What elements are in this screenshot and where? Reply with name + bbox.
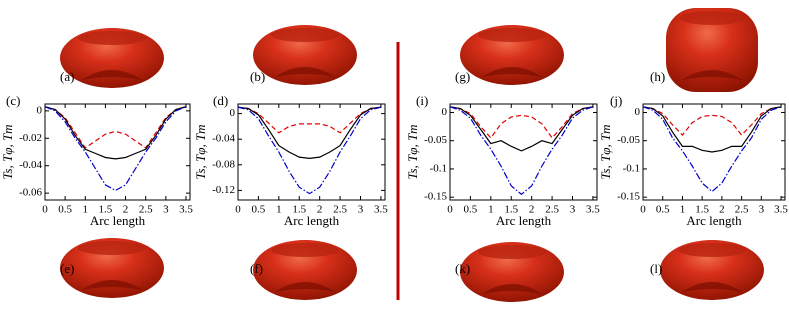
y-tick-label: -0.04 (212, 133, 235, 145)
y-tick-label: -0.02 (19, 132, 42, 144)
x-tick-label: 2 (529, 204, 535, 216)
y-tick-label: -0.05 (617, 134, 640, 146)
x-tick-label: 3.5 (374, 204, 388, 216)
y-axis-label: Ts, Tφ, Tm (405, 124, 420, 179)
y-axis-label: Ts, Tφ, Tm (0, 124, 15, 179)
panel-label: (h) (650, 69, 665, 84)
x-tick-label: 3 (358, 204, 364, 216)
panel-label: (e) (60, 261, 74, 276)
series-line (449, 106, 594, 196)
x-tick-label: 0.5 (58, 204, 72, 216)
shape (666, 8, 758, 92)
panel-label: (f) (250, 261, 263, 276)
y-tick-label: -0.1 (623, 162, 640, 174)
series-line (642, 106, 782, 193)
x-tick-label: 0 (235, 204, 241, 216)
panel-label: (j) (610, 93, 622, 108)
x-tick-label: 3 (570, 204, 576, 216)
shape (660, 240, 764, 300)
y-tick-label: -0.15 (617, 191, 640, 203)
plot-frame (642, 103, 786, 201)
x-axis-label: Arc length (686, 213, 742, 228)
x-tick-label: 0.5 (252, 204, 266, 216)
y-tick-label: -0.04 (19, 159, 42, 171)
series-line (44, 106, 187, 192)
plot-frame (449, 103, 598, 201)
x-tick-label: 2 (317, 204, 323, 216)
x-tick-label: 0.5 (656, 204, 670, 216)
shape (460, 242, 564, 302)
x-tick-label: 2.5 (139, 204, 153, 216)
x-tick-label: 3.5 (179, 204, 193, 216)
series-line (237, 106, 381, 160)
x-tick-label: 0 (447, 204, 453, 216)
shape (253, 240, 357, 300)
y-axis-label: Ts, Tφ, Tm (193, 124, 208, 179)
panel-label: (l) (650, 261, 662, 276)
series-line (642, 106, 782, 153)
panel-label: (g) (455, 69, 470, 84)
y-tick-label: -0.06 (19, 187, 42, 199)
y-tick-label: 0 (635, 106, 641, 118)
panel-label: (d) (213, 93, 228, 108)
x-tick-label: 1.5 (99, 204, 113, 216)
panel-label: (a) (60, 69, 74, 84)
x-tick-label: 1 (488, 204, 494, 216)
plot-frame (44, 103, 191, 201)
series-line (642, 106, 782, 136)
x-tick-label: 1 (680, 204, 686, 216)
panel-label: (i) (416, 93, 428, 108)
x-axis-label: Arc length (284, 213, 340, 228)
y-tick-label: 0 (442, 106, 448, 118)
panel-label: (b) (250, 69, 265, 84)
series-line (44, 106, 187, 149)
shape (60, 238, 164, 298)
x-tick-label: 3.5 (774, 204, 788, 216)
y-tick-label: 0 (230, 107, 236, 119)
x-tick-label: 1.5 (695, 204, 709, 216)
series-line (237, 106, 382, 195)
x-tick-label: 2.5 (333, 204, 347, 216)
x-tick-label: 3.5 (586, 204, 600, 216)
series-line (449, 106, 594, 152)
x-tick-label: 3 (759, 204, 765, 216)
x-tick-label: 2.5 (735, 204, 749, 216)
shape (253, 25, 357, 85)
panel-label: (k) (455, 261, 470, 276)
x-tick-label: 2.5 (545, 204, 559, 216)
series-line (44, 106, 187, 160)
y-tick-label: -0.05 (424, 134, 447, 146)
shape (60, 28, 164, 88)
y-tick-label: -0.12 (212, 184, 235, 196)
x-axis-label: Arc length (496, 213, 552, 228)
series-line (237, 106, 381, 134)
x-tick-label: 0 (42, 204, 48, 216)
x-tick-label: 2 (719, 204, 725, 216)
series-line (449, 106, 594, 139)
x-tick-label: 1 (276, 204, 282, 216)
x-tick-label: 0.5 (464, 204, 478, 216)
x-tick-label: 1.5 (504, 204, 518, 216)
x-axis-label: Arc length (90, 213, 146, 228)
plot-frame (237, 103, 386, 201)
y-axis-label: Ts, Tφ, Tm (598, 124, 613, 179)
panel-label: (c) (6, 93, 20, 108)
x-tick-label: 3 (163, 204, 169, 216)
x-tick-label: 2 (123, 204, 129, 216)
shape (460, 25, 564, 85)
y-tick-label: 0 (37, 104, 43, 116)
x-tick-label: 1 (83, 204, 89, 216)
y-tick-label: -0.1 (430, 162, 447, 174)
x-tick-label: 1.5 (292, 204, 306, 216)
y-tick-label: -0.15 (424, 191, 447, 203)
x-tick-label: 0 (640, 204, 646, 216)
y-tick-label: -0.08 (212, 158, 235, 170)
